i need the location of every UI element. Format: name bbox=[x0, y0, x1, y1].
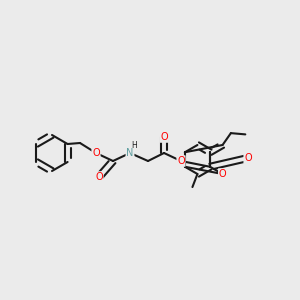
Text: O: O bbox=[92, 148, 100, 158]
Text: O: O bbox=[177, 156, 185, 166]
Text: H: H bbox=[131, 140, 137, 149]
Text: O: O bbox=[95, 172, 103, 182]
Text: N: N bbox=[126, 148, 134, 158]
Text: O: O bbox=[244, 153, 252, 163]
Text: O: O bbox=[219, 169, 226, 179]
Text: O: O bbox=[160, 132, 168, 142]
